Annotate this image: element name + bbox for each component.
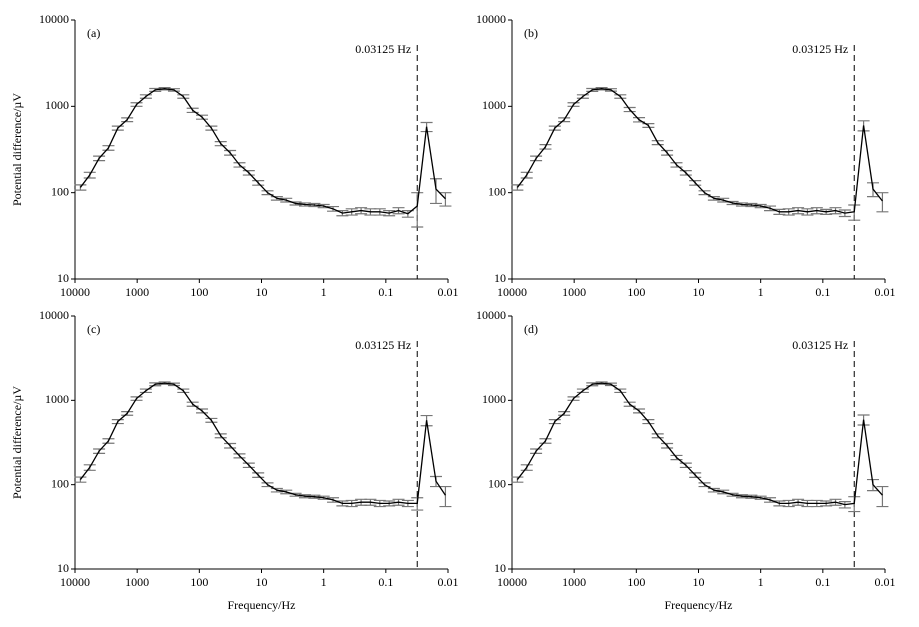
annotation: 0.03125 Hz [355,42,411,56]
x-axis-label: Frequency/Hz [665,598,733,612]
x-tick-label: 0.01 [875,285,896,299]
y-tick-label: 10000 [476,308,506,322]
y-tick-label: 100 [51,184,69,198]
y-tick-label: 1000 [482,392,506,406]
x-tick-label: 0.01 [438,575,459,589]
error-bar [511,184,524,191]
error-bar [876,485,889,508]
annotation: 0.03125 Hz [792,338,848,352]
x-tick-label: 1 [321,575,327,589]
x-tick-label: 100 [627,575,645,589]
error-bar [411,192,424,228]
x-tick-label: 1 [758,575,764,589]
x-tick-label: 10 [256,285,268,299]
data-line [516,382,883,506]
x-tick-label: 1 [321,285,327,299]
x-tick-label: 1000 [562,285,586,299]
error-bar [74,184,87,191]
x-tick-label: 100 [627,285,645,299]
error-bar [439,485,452,508]
panel-label: (b) [524,26,538,40]
x-tick-label: 0.1 [815,575,830,589]
y-tick-label: 1000 [45,98,69,112]
error-bar [511,476,524,483]
panel-label: (a) [87,26,100,40]
x-tick-label: 1000 [562,575,586,589]
x-tick-label: 100 [190,575,208,589]
y-tick-label: 10000 [476,12,506,26]
y-tick-label: 10 [494,271,506,285]
x-tick-label: 0.1 [815,285,830,299]
x-tick-label: 10000 [497,575,527,589]
x-tick-label: 0.01 [438,285,459,299]
y-tick-label: 10 [57,561,69,575]
x-tick-label: 10000 [497,285,527,299]
y-tick-label: 100 [51,476,69,490]
x-tick-label: 100 [190,285,208,299]
y-tick-label: 100 [488,184,506,198]
error-bar [439,192,452,207]
x-tick-label: 0.1 [378,285,393,299]
data-line [516,88,883,214]
x-tick-label: 1000 [125,285,149,299]
error-bar [876,192,889,213]
y-tick-label: 1000 [482,98,506,112]
annotation: 0.03125 Hz [792,42,848,56]
x-tick-label: 10000 [60,575,90,589]
x-tick-label: 0.1 [378,575,393,589]
x-tick-label: 0.01 [875,575,896,589]
x-tick-label: 10000 [60,285,90,299]
x-tick-label: 10 [256,575,268,589]
y-tick-label: 10000 [39,308,69,322]
annotation: 0.03125 Hz [355,338,411,352]
x-tick-label: 10 [693,285,705,299]
y-tick-label: 10000 [39,12,69,26]
data-line [79,88,446,215]
y-tick-label: 10 [494,561,506,575]
error-bar [429,178,442,205]
y-axis-label: Potential difference/µV [10,93,24,206]
x-tick-label: 1 [758,285,764,299]
panel-label: (c) [87,322,100,336]
y-axis-label: Potential difference/µV [10,386,24,499]
panel-label: (d) [524,322,538,336]
data-line [79,382,446,505]
y-tick-label: 100 [488,476,506,490]
y-tick-label: 10 [57,271,69,285]
y-tick-label: 1000 [45,392,69,406]
error-bar [74,476,87,483]
x-tick-label: 10 [693,575,705,589]
x-tick-label: 1000 [125,575,149,589]
x-axis-label: Frequency/Hz [228,598,296,612]
